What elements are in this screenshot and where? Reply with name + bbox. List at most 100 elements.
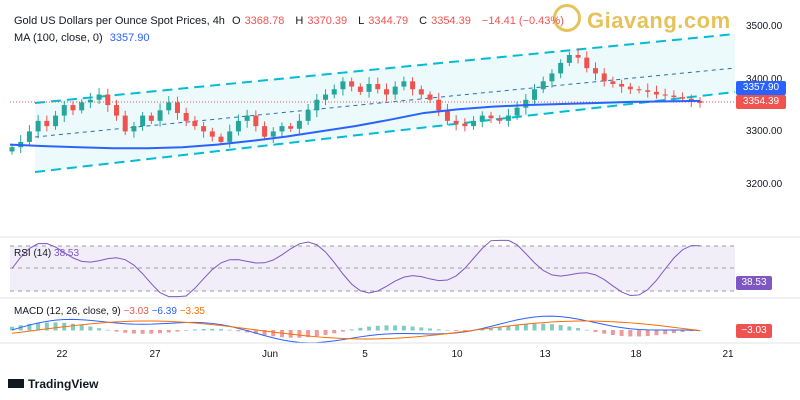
candle-body <box>192 120 198 127</box>
candle-body <box>201 126 207 132</box>
ma-line <box>9 99 701 150</box>
candle-body <box>35 120 41 132</box>
chart-header: Gold US Dollars per Ounce Spot Prices, 4… <box>14 15 564 27</box>
candle-body <box>558 62 564 74</box>
macd-bar <box>419 327 424 331</box>
macd-bar <box>367 326 372 331</box>
candle-body <box>549 73 555 82</box>
macd-bar <box>140 330 145 334</box>
macd-bar <box>158 330 163 334</box>
macd-legend-v2: −6.39 <box>151 306 177 317</box>
macd-bar <box>149 330 154 334</box>
candle-body <box>505 115 511 121</box>
macd-bar <box>445 330 450 331</box>
macd-bar <box>480 329 485 331</box>
macd-bar <box>10 326 14 331</box>
macd-bar <box>401 325 406 331</box>
macd-bar <box>384 325 389 331</box>
change-value: −14.41 (−0.43%) <box>481 15 564 27</box>
last-price-tag: 3354.39 <box>736 95 786 109</box>
candle-body <box>584 57 590 69</box>
macd-bar <box>358 327 363 331</box>
candle-body <box>61 105 67 116</box>
macd-bar <box>645 330 650 337</box>
candle-body <box>375 83 381 90</box>
macd-bar <box>245 330 250 333</box>
candle-body <box>105 94 111 106</box>
rsi-legend-name[interactable]: RSI (14) <box>14 248 52 259</box>
macd-bar <box>79 325 84 331</box>
candle-body <box>479 115 485 121</box>
macd-bar <box>549 324 554 331</box>
time-label-21: 21 <box>722 349 734 360</box>
macd-bar <box>262 330 267 336</box>
rsi-legend: RSI (14) 38.53 <box>14 248 79 259</box>
macd-bar <box>628 330 633 337</box>
macd-bar <box>97 328 102 331</box>
candle-body <box>288 126 294 129</box>
macd-bar <box>166 330 171 333</box>
candle-body <box>235 120 241 132</box>
candle-body <box>349 81 355 87</box>
macd-value-tag: −3.03 <box>736 324 772 338</box>
channel-mid <box>34 67 736 138</box>
candle-body <box>427 94 433 100</box>
macd-bar <box>114 330 119 332</box>
macd-legend-v3: −3.35 <box>179 306 205 317</box>
macd-bar <box>593 330 598 333</box>
macd-bar <box>462 330 467 331</box>
macd-bar <box>488 328 493 331</box>
candle-body <box>296 120 302 129</box>
macd-bar <box>584 329 589 331</box>
candle-body <box>453 120 459 124</box>
candle-body <box>148 115 154 121</box>
tradingview-logo[interactable]: TradingView <box>8 377 98 391</box>
candle-body <box>401 81 407 87</box>
macd-bar <box>219 329 224 331</box>
candle-body <box>87 99 93 103</box>
ma-legend-name[interactable]: MA (100, close, 0) <box>14 32 103 44</box>
rsi-line <box>11 239 701 298</box>
candle-body <box>462 123 468 127</box>
macd-bar <box>663 330 668 335</box>
candle-body <box>601 73 607 82</box>
macd-bar <box>602 330 607 334</box>
macd-bar <box>70 323 75 331</box>
macd-legend: MACD (12, 26, close, 9) −3.03 −6.39 −3.3… <box>14 306 205 317</box>
candle-body <box>671 95 677 98</box>
watermark-logo: Giavang.com <box>553 4 731 34</box>
symbol-title[interactable]: Gold US Dollars per Ounce Spot Prices, 4… <box>14 15 225 27</box>
candle-body <box>227 131 233 142</box>
candle-body <box>410 81 416 90</box>
time-label-27: 27 <box>149 349 161 360</box>
candle-body <box>314 99 320 111</box>
price-axis-3400: 3400.00 <box>746 74 783 85</box>
candle-body <box>174 102 180 113</box>
ma-legend: MA (100, close, 0) 3357.90 <box>14 32 153 44</box>
candle-body <box>131 126 137 132</box>
candles-group <box>9 48 703 155</box>
macd-histogram <box>10 322 702 338</box>
macd-bar <box>637 330 642 337</box>
macd-bar <box>314 330 319 337</box>
ma-price-tag: 3357.90 <box>736 81 786 95</box>
candle-body <box>383 89 389 95</box>
candle-body <box>79 102 85 111</box>
macd-bar <box>558 325 563 331</box>
macd-bar <box>671 330 676 334</box>
macd-bar <box>306 330 311 338</box>
macd-bar <box>88 326 93 331</box>
candle-body <box>53 115 59 127</box>
macd-legend-name[interactable]: MACD (12, 26, close, 9) <box>14 306 121 317</box>
price-axis-3500: 3500.00 <box>746 21 783 32</box>
candle-body <box>209 131 215 137</box>
macd-bar <box>567 326 572 331</box>
candle-body <box>688 98 694 101</box>
macd-bar <box>105 329 110 331</box>
candle-body <box>610 81 616 84</box>
candle-body <box>497 118 503 121</box>
candle-body <box>575 54 581 58</box>
low-value: 3344.79 <box>368 15 409 27</box>
ma-legend-value: 3357.90 <box>109 32 150 44</box>
